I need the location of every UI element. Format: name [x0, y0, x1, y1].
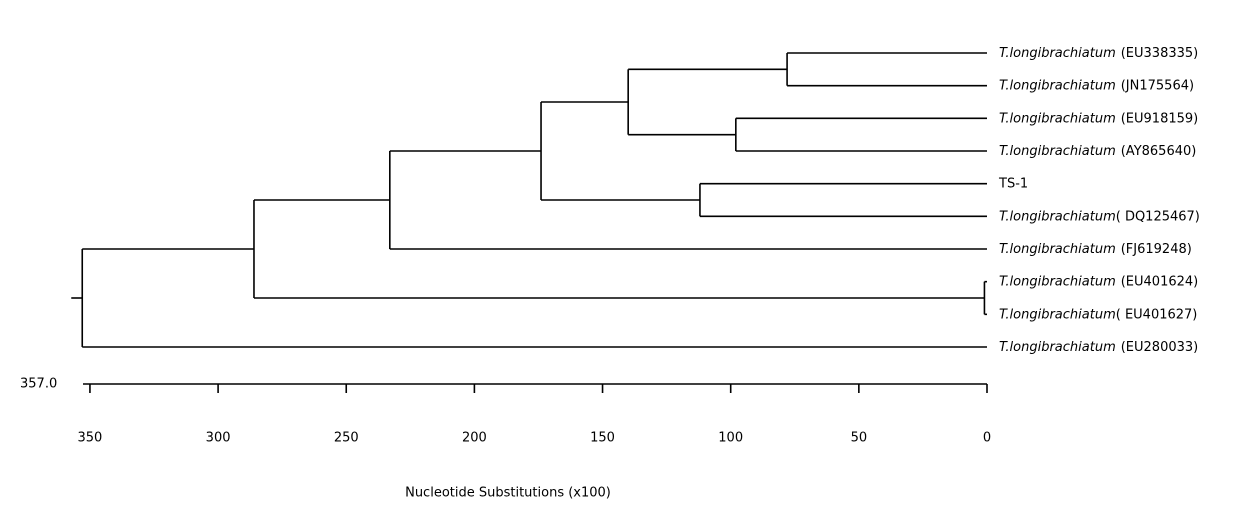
accession: (EU918159)	[1121, 111, 1199, 126]
leaf-label: T.longibrachiatum (EU401624)	[999, 274, 1198, 289]
leaf-label: T.longibrachiatum (AY865640)	[999, 144, 1196, 159]
species: T.longibrachiatum	[999, 144, 1116, 159]
leaf-label: T.longibrachiatum (FJ619248)	[999, 242, 1192, 257]
leaf-label: T.longibrachiatum (JN175564)	[999, 78, 1194, 93]
species: T.longibrachiatum	[999, 307, 1116, 322]
accession: (AY865640)	[1121, 144, 1197, 159]
species: T.longibrachiatum	[999, 209, 1116, 224]
species: T.longibrachiatum	[999, 340, 1116, 355]
accession: ( DQ125467)	[1116, 209, 1200, 224]
x-tick-label: 350	[78, 431, 103, 446]
accession: TS-1	[998, 176, 1028, 191]
accession: (EU280033)	[1121, 340, 1199, 355]
species: T.longibrachiatum	[999, 46, 1116, 61]
leaf-label: TS-1	[998, 176, 1028, 191]
accession: (EU338335)	[1121, 46, 1199, 61]
x-tick-label: 150	[590, 431, 615, 446]
x-tick-label: 100	[718, 431, 743, 446]
x-tick-label: 200	[462, 431, 487, 446]
accession: (EU401624)	[1121, 274, 1199, 289]
x-axis-title: Nucleotide Substitutions (x100)	[405, 486, 611, 501]
species: T.longibrachiatum	[999, 274, 1116, 289]
accession: (FJ619248)	[1121, 242, 1192, 257]
species: T.longibrachiatum	[999, 242, 1116, 257]
accession: ( EU401627)	[1116, 307, 1198, 322]
leaf-label: T.longibrachiatum( DQ125467)	[999, 209, 1200, 224]
leaf-label: T.longibrachiatum (EU918159)	[999, 111, 1198, 126]
x-tick-label: 50	[851, 431, 868, 446]
species: T.longibrachiatum	[999, 111, 1116, 126]
x-tick-label: 0	[983, 431, 991, 446]
leaf-label: T.longibrachiatum (EU338335)	[999, 46, 1198, 61]
leaf-label: T.longibrachiatum (EU280033)	[999, 340, 1198, 355]
leaf-label: T.longibrachiatum( EU401627)	[999, 307, 1197, 322]
x-tick-label: 250	[334, 431, 359, 446]
accession: (JN175564)	[1121, 78, 1194, 93]
species: T.longibrachiatum	[999, 78, 1116, 93]
x-tick-label: 300	[206, 431, 231, 446]
scale-label: 357.0	[20, 377, 57, 392]
